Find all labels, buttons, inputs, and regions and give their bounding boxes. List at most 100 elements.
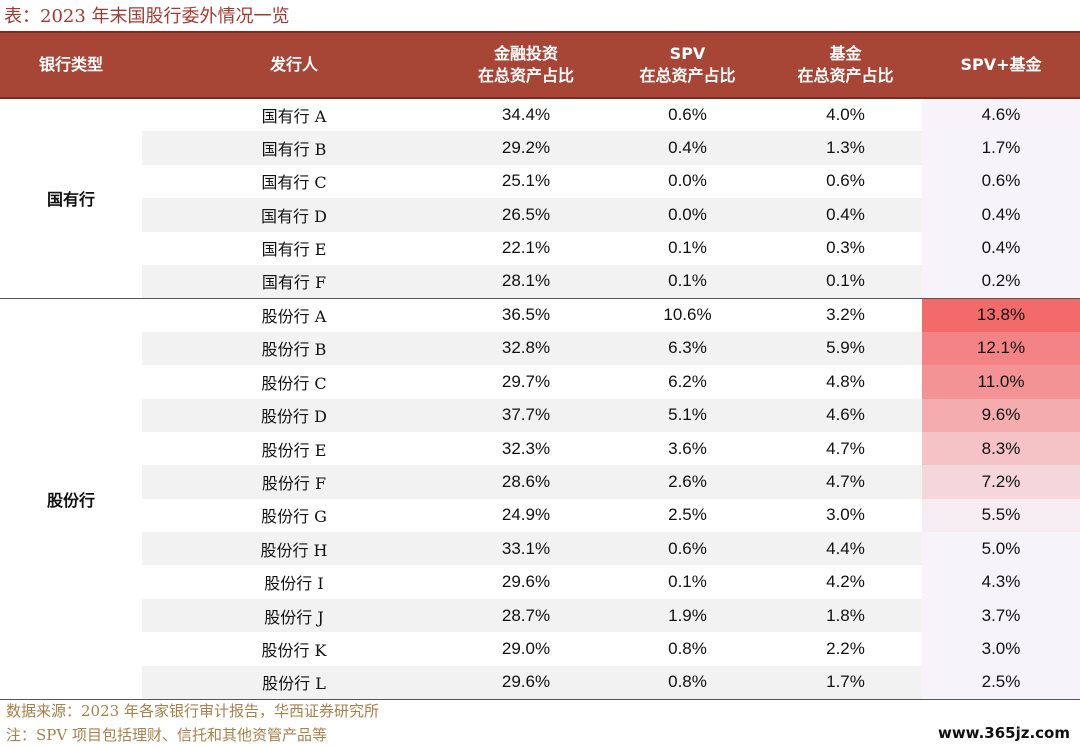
spv-plus-fund-cell: 5.5% — [922, 498, 1080, 533]
table-row: 股份行 J 28.7% 1.9% 1.8% 3.7% — [0, 598, 1080, 633]
fund-cell: 3.2% — [826, 305, 865, 325]
spv-plus-fund-cell: 2.5% — [922, 665, 1080, 700]
spv-plus-fund-cell: 0.4% — [922, 231, 1080, 265]
spv-cell: 6.2% — [668, 371, 707, 391]
fin-investment-cell: 22.1% — [501, 238, 551, 258]
header-fin-line1: 金融投资 — [493, 44, 558, 63]
spv-cell: 0.0% — [668, 171, 707, 191]
table-row: 股份行 H 33.1% 0.6% 4.4% 5.0% — [0, 532, 1080, 566]
table-row: 股份行 I 29.6% 0.1% 4.2% 4.3% — [0, 565, 1080, 599]
spv-cell: 0.1% — [668, 238, 707, 258]
fin-investment-cell: 36.5% — [501, 305, 551, 325]
spv-cell: 0.1% — [668, 572, 707, 592]
table-row: 国有行 B 29.2% 0.4% 1.3% 1.7% — [0, 131, 1080, 165]
table-row: 国有行 F 28.1% 0.1% 0.1% 0.2% — [0, 264, 1080, 299]
fund-cell: 4.6% — [769, 398, 922, 432]
issuer-cell: 国有行 C — [261, 173, 327, 193]
fund-cell: 0.3% — [826, 238, 865, 258]
table-row: 股份行 B 32.8% 6.3% 5.9% 12.1% — [0, 331, 1080, 366]
footnote: 注：SPV 项目包括理财、信托和其他资管产品等 — [6, 726, 327, 744]
source-note: 数据来源：2023 年各家银行审计报告，华西证券研究所 — [6, 702, 379, 720]
fin-investment-cell: 29.2% — [446, 131, 606, 165]
header-spv-line2: 在总资产占比 — [639, 66, 736, 85]
fin-investment-cell: 28.7% — [446, 598, 606, 633]
spv-cell: 3.6% — [668, 438, 707, 458]
issuer-cell: 股份行 B — [142, 331, 446, 366]
fin-investment-cell: 32.3% — [501, 438, 551, 458]
header-fin-line2: 在总资产占比 — [477, 66, 574, 85]
spv-plus-fund-cell: 1.7% — [922, 131, 1080, 165]
spv-plus-fund-cell: 9.6% — [922, 398, 1080, 432]
fin-investment-cell: 32.8% — [446, 331, 606, 366]
table-row: 国有行 D 26.5% 0.0% 0.4% 0.4% — [0, 198, 1080, 232]
spv-plus-fund-cell: 0.2% — [922, 264, 1080, 299]
fin-investment-cell: 37.7% — [446, 398, 606, 432]
fin-investment-cell: 29.6% — [501, 572, 551, 592]
issuer-cell: 股份行 H — [142, 532, 446, 566]
issuer-cell: 股份行 G — [261, 507, 327, 527]
spv-cell: 0.8% — [668, 638, 707, 658]
spv-cell: 0.6% — [606, 532, 769, 566]
table-row: 股份行 C 29.7% 6.2% 4.8% 11.0% — [0, 365, 1080, 399]
header-fin-investment: 金融投资 在总资产占比 — [446, 31, 606, 99]
spv-cell: 2.5% — [668, 505, 707, 525]
issuer-cell: 国有行 F — [142, 264, 446, 299]
issuer-cell: 股份行 C — [261, 373, 327, 393]
issuer-cell: 股份行 K — [261, 640, 327, 660]
table-row: 股份行 股份行 A 36.5% 10.6% 3.2% 13.8% — [0, 298, 1080, 700]
outsourcing-table: 银行类型 发行人 金融投资 在总资产占比 SPV 在总资产占比 基金 在总资产占… — [0, 31, 1080, 700]
fin-investment-cell: 26.5% — [446, 198, 606, 232]
spv-cell: 1.9% — [606, 598, 769, 633]
spv-plus-fund-cell: 3.7% — [922, 598, 1080, 633]
header-spv-line1: SPV — [669, 44, 706, 63]
fund-cell: 5.9% — [769, 331, 922, 366]
spv-plus-fund-cell: 12.1% — [922, 331, 1080, 366]
spv-plus-fund-cell: 8.3% — [922, 431, 1080, 466]
spv-cell: 0.0% — [606, 198, 769, 232]
header-fund: 基金 在总资产占比 — [769, 31, 922, 99]
fund-cell: 2.2% — [826, 638, 865, 658]
issuer-cell: 股份行 D — [142, 398, 446, 432]
fund-cell: 0.6% — [826, 171, 865, 191]
table-row: 股份行 E 32.3% 3.6% 4.7% 8.3% — [0, 431, 1080, 466]
spv-cell: 0.4% — [606, 131, 769, 165]
table-row: 国有行 E 22.1% 0.1% 0.3% 0.4% — [0, 231, 1080, 265]
issuer-cell: 国有行 E — [261, 240, 327, 260]
fund-cell: 0.1% — [769, 264, 922, 299]
fin-investment-cell: 28.6% — [446, 465, 606, 499]
bank-type-cell: 国有行 — [0, 98, 142, 299]
table-row: 国有行 国有行 A 34.4% 0.6% 4.0% 4.6% — [0, 98, 1080, 299]
spv-plus-fund-cell: 4.3% — [922, 565, 1080, 599]
spv-plus-fund-cell: 0.4% — [922, 198, 1080, 232]
header-fund-line2: 在总资产占比 — [797, 66, 894, 85]
header-fund-line1: 基金 — [829, 44, 862, 63]
fund-cell: 4.7% — [826, 438, 865, 458]
table-body: 国有行 国有行 A 34.4% 0.6% 4.0% 4.6% 国有行 B 29.2% 0.4% 1… — [0, 98, 1080, 700]
fund-cell: 4.7% — [769, 465, 922, 499]
issuer-cell: 股份行 E — [261, 440, 327, 460]
issuer-cell: 国有行 D — [142, 198, 446, 232]
table-row: 国有行 C 25.1% 0.0% 0.6% 0.6% — [0, 164, 1080, 199]
issuer-cell: 股份行 A — [261, 307, 327, 327]
spv-cell: 2.6% — [606, 465, 769, 499]
fund-cell: 1.7% — [769, 665, 922, 700]
issuer-cell: 股份行 L — [142, 665, 446, 700]
fin-investment-cell: 25.1% — [501, 171, 551, 191]
fin-investment-cell: 34.4% — [501, 105, 551, 125]
spv-cell: 6.3% — [606, 331, 769, 366]
table-row: 股份行 G 24.9% 2.5% 3.0% 5.5% — [0, 498, 1080, 533]
spv-plus-fund-cell: 0.6% — [922, 164, 1080, 199]
spv-plus-fund-cell: 13.8% — [922, 298, 1080, 332]
issuer-cell: 股份行 F — [142, 465, 446, 499]
fin-investment-cell: 29.7% — [501, 371, 551, 391]
fund-cell: 3.0% — [826, 505, 865, 525]
table-row: 股份行 L 29.6% 0.8% 1.7% 2.5% — [0, 665, 1080, 700]
spv-cell: 0.8% — [606, 665, 769, 700]
table-row: 股份行 K 29.0% 0.8% 2.2% 3.0% — [0, 632, 1080, 666]
issuer-cell: 国有行 B — [142, 131, 446, 165]
spv-cell: 0.6% — [668, 105, 707, 125]
header-issuer: 发行人 — [142, 31, 446, 99]
spv-cell: 0.1% — [606, 264, 769, 299]
fin-investment-cell: 24.9% — [501, 505, 551, 525]
issuer-cell: 股份行 I — [264, 574, 324, 594]
